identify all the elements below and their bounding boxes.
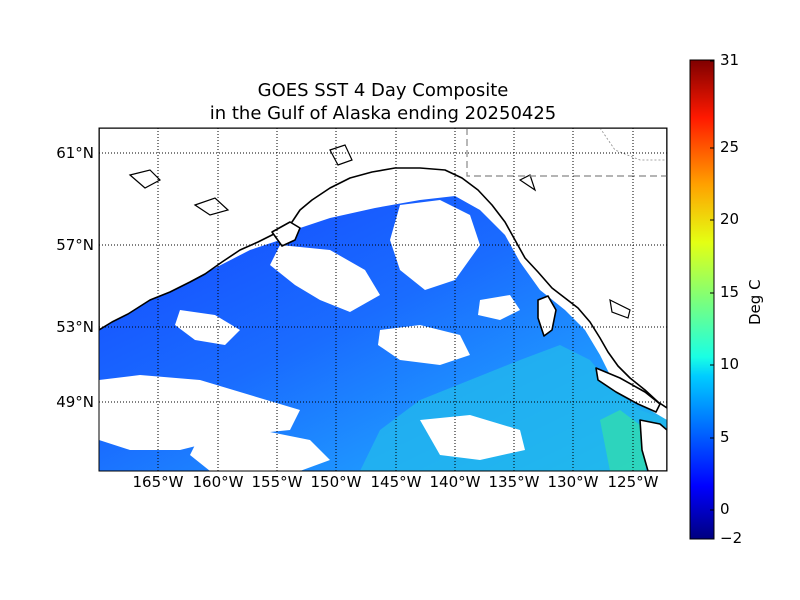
lon-label-155w: 155°W (251, 473, 303, 491)
sst-map (99, 128, 667, 471)
lat-label-49n: 49°N (56, 393, 94, 411)
lat-label-61n: 61°N (56, 144, 94, 162)
colorbar-tick-20: 20 (720, 210, 740, 228)
lon-label-140w: 140°W (429, 473, 481, 491)
colorbar-tick-10: 10 (720, 355, 740, 373)
colorbar-ticks (710, 60, 714, 511)
inland-water (128, 144, 631, 319)
lon-label-165w: 165°W (132, 473, 184, 491)
lon-label-160w: 160°W (192, 473, 244, 491)
map-title-line1: GOES SST 4 Day Composite (257, 80, 509, 101)
colorbar-tick-0: 0 (720, 500, 730, 518)
lat-label-57n: 57°N (56, 236, 94, 254)
lon-label-145w: 145°W (370, 473, 422, 491)
colorbar-unit-label: Deg C (746, 279, 764, 325)
colorbar-tick-31: 31 (720, 51, 740, 69)
colorbar-tick-5: 5 (720, 428, 730, 446)
colorbar-tick-minus2: −2 (720, 529, 743, 547)
map-frame (98, 127, 668, 472)
colorbar (689, 59, 715, 540)
sst-coastal-zone (600, 410, 650, 471)
lat-label-53n: 53°N (56, 318, 94, 336)
colorbar-tick-15: 15 (720, 283, 740, 301)
province-border (599, 128, 667, 161)
border-line (466, 128, 667, 177)
lon-label-135w: 135°W (488, 473, 540, 491)
map-title-line2: in the Gulf of Alaska ending 20250425 (209, 103, 557, 124)
colorbar-tick-25: 25 (720, 138, 740, 156)
lon-label-150w: 150°W (310, 473, 362, 491)
lon-label-125w: 125°W (607, 473, 659, 491)
coastline (99, 128, 667, 471)
graticule (99, 128, 667, 471)
lon-label-130w: 130°W (547, 473, 599, 491)
